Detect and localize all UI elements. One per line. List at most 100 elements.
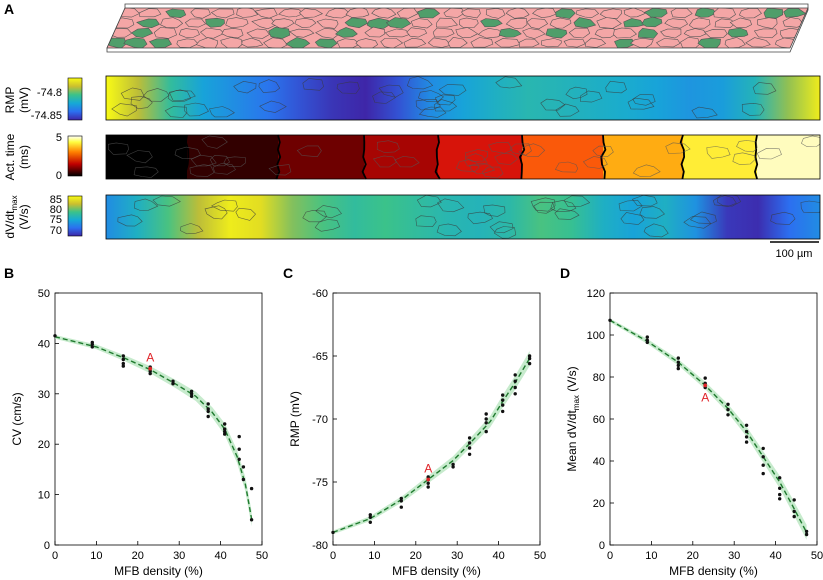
dvdt-colorbar-tick-70: 70: [50, 225, 62, 237]
rmp-ytick-label: -60: [312, 288, 328, 300]
rmp-ytick-label: -75: [312, 477, 328, 489]
map-mfb-outline: [481, 166, 504, 179]
map-mfb-outline: [376, 140, 400, 153]
tissue-myocyte-cell: [153, 27, 177, 39]
rmp-xtick-label: 50: [534, 550, 546, 562]
tissue-myocyte-cell: [195, 37, 218, 48]
dvdt-data-point: [608, 318, 612, 322]
rmp-data-point: [501, 403, 505, 407]
chart-dvdt: 0 10 20 30 40 50 0 20 40 60 80 100 120 MFB density (%…: [565, 288, 823, 578]
tissue-myocyte-cell: [403, 37, 427, 48]
cv-data-point: [206, 402, 210, 406]
tissue-myocyte-cell: [316, 18, 339, 29]
dvdt-data-point: [778, 486, 782, 490]
cv-ytick-label: 0: [44, 540, 50, 552]
map-mfb-outline: [465, 149, 489, 162]
tissue-myocyte-cell: [630, 37, 654, 48]
isochrone-line: [184, 134, 190, 179]
dvdt-data-point: [804, 529, 809, 534]
act-time-band: [683, 135, 758, 179]
dvdt-data-point: [676, 360, 680, 364]
tissue-mfb-cell: [123, 37, 148, 48]
map-mfb-outline: [565, 86, 588, 100]
map-mfb-outline: [801, 135, 820, 148]
map-mfb-outline: [117, 214, 143, 227]
map-mfb-outline: [184, 102, 209, 117]
dvdt-ytick-label: 120: [587, 288, 605, 300]
cv-confidence-band: [55, 335, 252, 527]
map-mfb-outline: [302, 210, 327, 223]
dvdt-ytick-label: 80: [593, 372, 605, 384]
map-mfb-outline: [554, 161, 579, 173]
tissue-myocyte-cell: [443, 8, 465, 18]
map-mfb-outline: [467, 211, 494, 225]
dvdt-ytick-label: 0: [599, 540, 605, 552]
tissue-myocyte-cell: [541, 38, 562, 48]
cv-data-point: [223, 422, 227, 426]
tissue-myocyte-cell: [505, 8, 530, 19]
act-time-map: [106, 134, 821, 180]
map-mfb-outline: [233, 80, 257, 94]
dvdt-fit-line: [609, 319, 808, 533]
map-mfb-outline: [665, 142, 691, 154]
tissue-myocyte-cell: [220, 37, 243, 48]
map-mfb-outline: [643, 223, 669, 238]
dvdt-data-point: [761, 463, 765, 467]
map-mfb-outline: [712, 195, 737, 207]
tissue-myocyte-cell: [664, 18, 689, 29]
act-time-band: [757, 135, 821, 179]
map-mfb-outline: [736, 140, 758, 153]
cv-data-point: [237, 447, 241, 451]
tissue-myocyte-cell: [576, 8, 600, 19]
tissue-myocyte-cell: [406, 27, 428, 38]
rmp-ytick-label: -65: [312, 351, 328, 363]
dvdt-xtick-label: 40: [769, 550, 781, 562]
tissue-myocyte-cell: [477, 27, 504, 39]
cv-data-point: [206, 414, 210, 419]
rmp-data-point: [426, 481, 430, 485]
tissue-mfb-cell: [131, 27, 154, 38]
cv-data-point: [249, 518, 254, 522]
map-mfb-outline: [618, 199, 643, 212]
tissue-myocyte-cell: [563, 38, 586, 48]
rmp-data-point: [501, 393, 505, 397]
tissue-myocyte-cell: [111, 17, 135, 29]
map-mfb-outline: [756, 147, 782, 160]
tissue-mfb-cell: [637, 27, 659, 39]
map-mfb-outline: [627, 97, 655, 110]
act-time-mfb-outlines: [108, 135, 820, 179]
rmp-data-point: [426, 485, 430, 489]
rmp-colorbar: [67, 77, 83, 121]
tissue-strip-top-edge: [106, 7, 809, 49]
cv-data-point: [237, 457, 241, 461]
map-mfb-outline: [437, 198, 465, 213]
map-mfb-outline: [691, 106, 718, 119]
dvdt-ylabel-sub: max: [572, 395, 581, 410]
tissue-myocyte-cell: [753, 28, 778, 39]
dvdt-annotation-label: A: [701, 390, 709, 404]
dvdt-label-sub: max: [10, 195, 19, 210]
rmp-ytick-label: -80: [312, 540, 328, 552]
tissue-mfb-cell: [498, 28, 522, 38]
map-mfb-outline: [210, 199, 238, 212]
tissue-myocyte-cell: [447, 36, 468, 48]
rmp-data-point: [484, 429, 488, 434]
rmp-data-point: [513, 379, 517, 383]
map-mfb-outline: [579, 90, 603, 103]
dvdt-ytick-label: 100: [587, 330, 605, 342]
act-time-band: [522, 135, 604, 179]
tissue-mfb-cell: [344, 17, 369, 29]
dvdt-data-point: [676, 363, 680, 368]
dvdt-xtick-label: 50: [811, 550, 823, 562]
tissue-myocyte-cell: [246, 28, 270, 39]
tissue-myocyte-cell: [494, 38, 521, 48]
dvdt-ylabel-suffix: (V/s): [565, 366, 579, 395]
tissue-cell-outlines: [107, 8, 807, 48]
tissue-myocyte-cell: [585, 37, 607, 48]
tissue-myocyte-cell: [364, 26, 386, 38]
map-mfb-outline: [732, 152, 756, 165]
rmp-xtick-label: 0: [330, 550, 336, 562]
rmp-xtick-label: 30: [451, 550, 463, 562]
map-mfb-outline: [126, 150, 153, 164]
tissue-myocyte-cell: [613, 27, 637, 39]
